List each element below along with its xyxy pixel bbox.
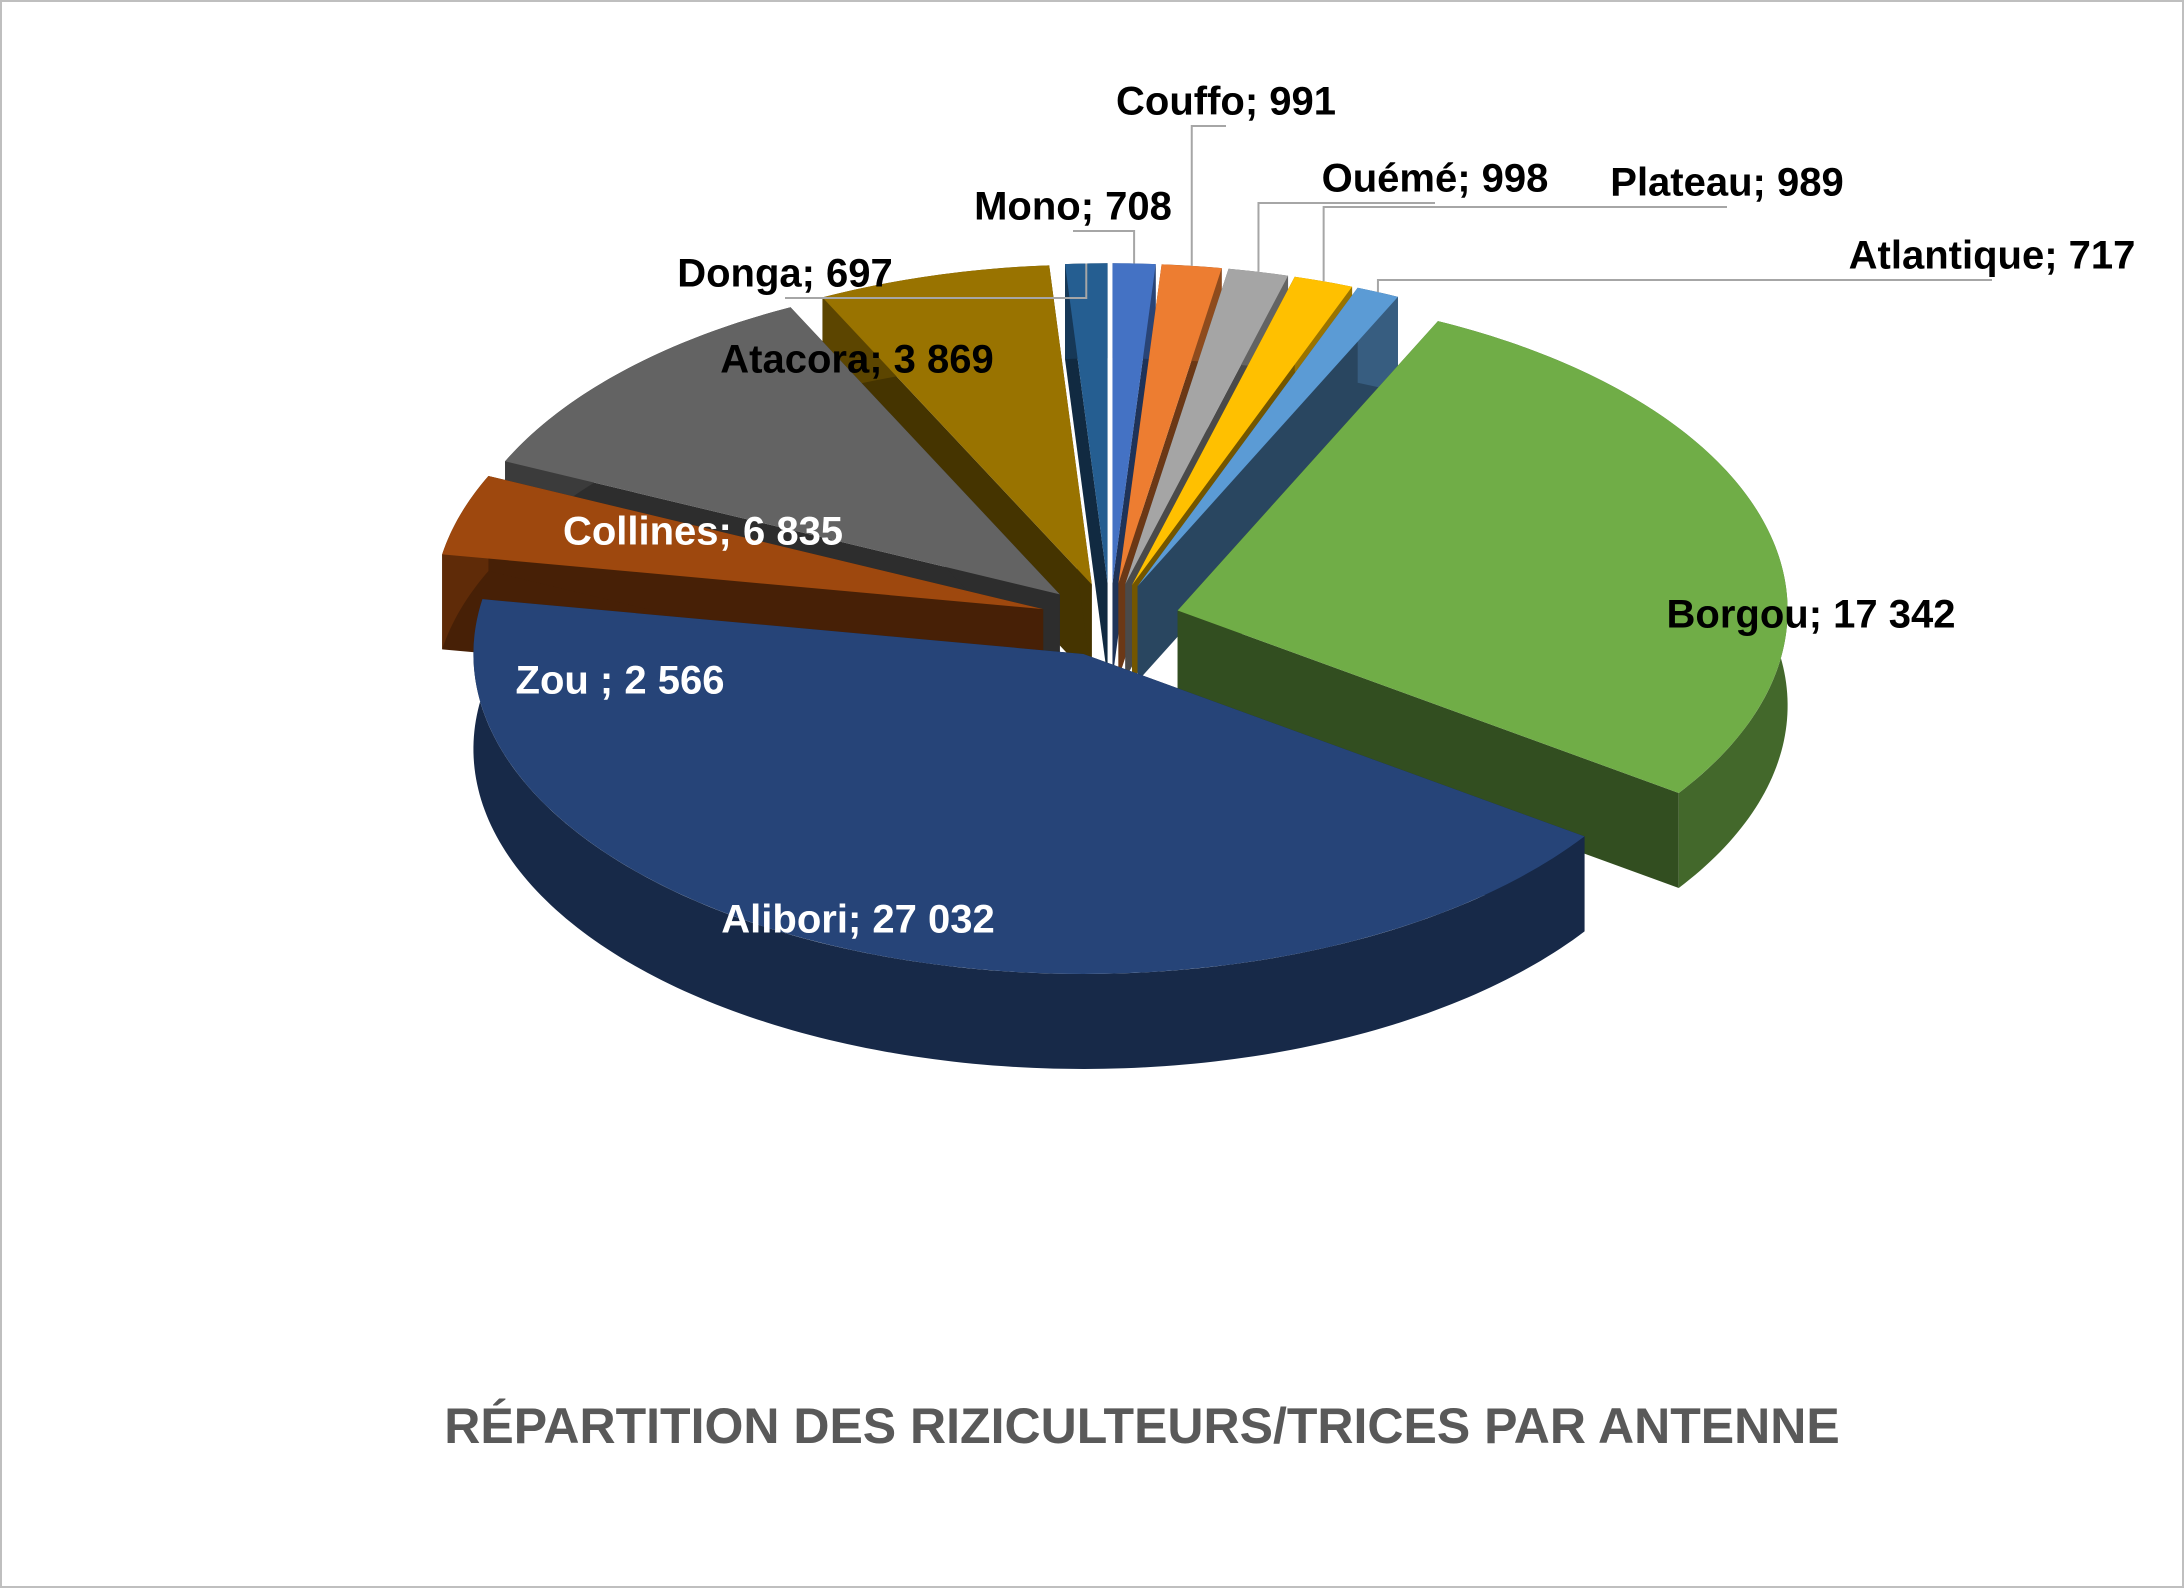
- chart-title: RÉPARTITION DES RIZICULTEURS/TRICES PAR …: [444, 1398, 1839, 1454]
- slice: [473, 599, 1585, 974]
- slice: [442, 475, 1044, 610]
- slice: [822, 265, 1092, 585]
- data-label: Atacora; 3 869: [720, 338, 993, 382]
- leader-line: [1257, 202, 1435, 272]
- data-label: Ouémé; 998: [1322, 157, 1549, 201]
- pie: [442, 263, 1788, 1069]
- data-label: Collines; 6 835: [563, 510, 843, 554]
- slice-wall: [1177, 610, 1679, 888]
- slice: [1177, 321, 1788, 793]
- slice: [505, 307, 1060, 595]
- data-label: Donga; 697: [677, 252, 893, 296]
- slice: [1137, 287, 1398, 587]
- labels: Donga; 697 Mono; 708 Couffo; 991 Ouémé; 998…: [516, 80, 2136, 942]
- slice: [1112, 263, 1156, 584]
- leader-line: [1190, 125, 1226, 266]
- data-label: Couffo; 991: [1116, 80, 1336, 124]
- slice: [1125, 268, 1289, 585]
- slice: [1131, 276, 1353, 586]
- slice-wall: [1065, 264, 1108, 679]
- data-label: Atlantique; 717: [1849, 234, 2136, 278]
- data-label: Borgou; 17 342: [1667, 593, 1956, 637]
- slice: [1118, 264, 1222, 584]
- data-label: Alibori; 27 032: [721, 898, 994, 942]
- leader-line: [1376, 279, 1992, 293]
- data-label: Plateau; 989: [1610, 161, 1843, 205]
- slice: [1065, 263, 1108, 584]
- slice-side: [473, 599, 1585, 1069]
- data-label: Mono; 708: [974, 185, 1172, 229]
- data-label: Zou ; 2 566: [516, 659, 725, 703]
- leader-line: [1073, 230, 1136, 264]
- leader-line: [1322, 206, 1727, 282]
- leader-line: [785, 263, 1088, 299]
